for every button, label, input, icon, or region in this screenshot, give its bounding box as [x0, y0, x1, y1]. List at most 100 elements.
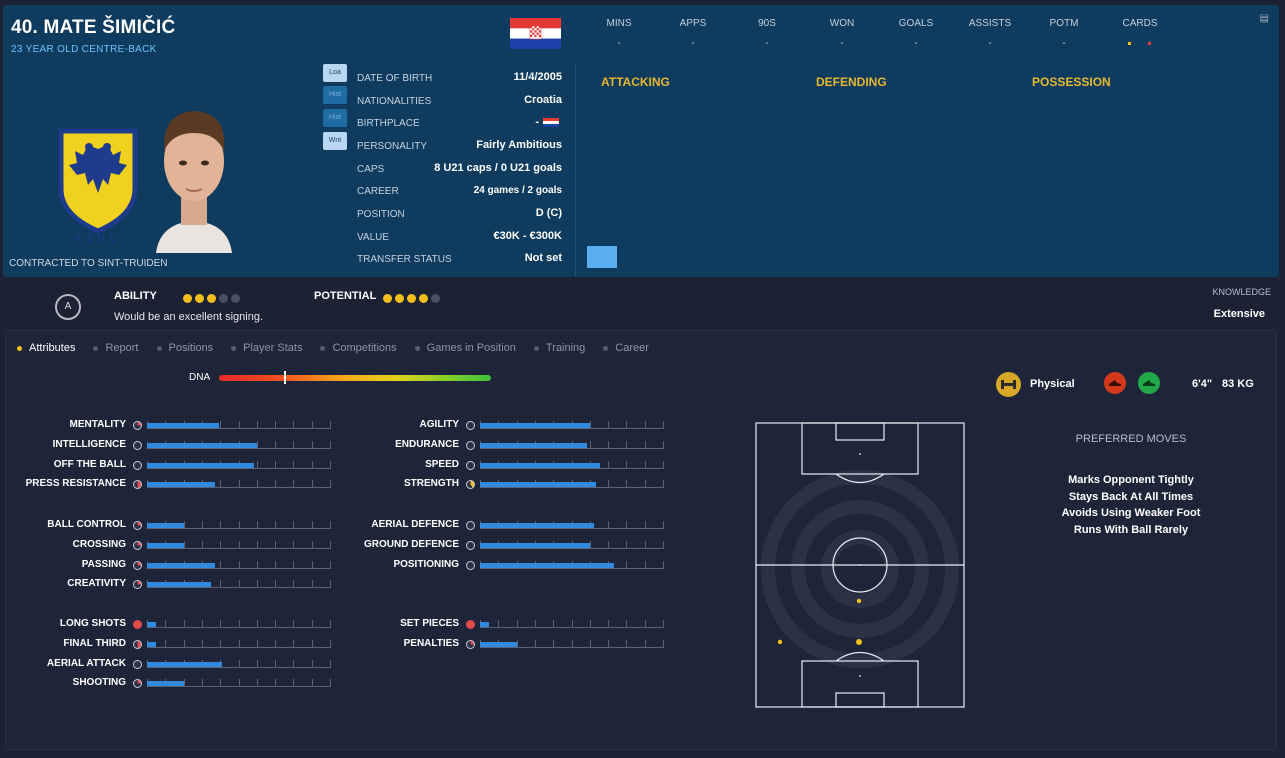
tab-career[interactable]: Career [603, 342, 649, 354]
attribute-bar-fill [147, 542, 184, 548]
attribute-row[interactable]: PENALTIES [339, 638, 669, 652]
position-pitch[interactable] [748, 419, 972, 711]
attribute-bar [480, 639, 664, 648]
knowledge-label: KNOWLEDGE [1212, 287, 1271, 297]
attributes-panel: Attributes Report Positions Player Stats… [5, 330, 1277, 750]
attribute-name: STRENGTH [404, 478, 459, 490]
attribute-row[interactable]: LONG SHOTS [6, 618, 336, 632]
preferred-move-item: Runs With Ball Rarely [1073, 524, 1189, 536]
attribute-bar-fill [480, 442, 587, 448]
attribute-row[interactable]: CREATIVITY [6, 578, 336, 592]
attribute-name: ENDURANCE [395, 438, 459, 450]
stat-head-goals: GOALS [898, 18, 934, 29]
contract-info[interactable]: CONTRACTED TO SINT-TRUIDEN [9, 258, 168, 269]
want-button[interactable]: Wnt [323, 132, 347, 150]
attribute-bar [147, 421, 331, 429]
nationalities-value[interactable]: Croatia [524, 94, 562, 106]
tab-games-in-position[interactable]: Games in Position [414, 342, 516, 354]
attribute-bar [480, 480, 664, 489]
transfer-status-value: Not set [524, 252, 562, 264]
stat-head-apps: APPS [679, 18, 707, 29]
attribute-name: INTELLIGENCE [52, 438, 126, 450]
nationalities-label: NATIONALITIES [357, 96, 432, 107]
dna-bar[interactable] [219, 375, 491, 381]
attribute-row[interactable]: SHOOTING [6, 677, 336, 691]
attribute-bar [147, 521, 331, 529]
attribute-row[interactable]: PRESS RESISTANCE [6, 478, 336, 492]
attribute-bar-fill [147, 622, 157, 627]
stat-value-assists: - [988, 38, 992, 49]
attribute-bar-fill [147, 562, 216, 568]
attribute-row[interactable]: CROSSING [6, 539, 336, 553]
career-label: CAREER [357, 186, 399, 197]
attribute-row[interactable]: POSITIONING [339, 559, 669, 573]
star-filled-icon [383, 294, 392, 303]
attribute-row[interactable]: FINAL THIRD [6, 638, 336, 652]
attribute-bar [147, 620, 331, 628]
loan-button[interactable]: Loa [323, 64, 347, 82]
tab-attributes[interactable]: Attributes [17, 342, 75, 354]
preferred-moves-title: PREFERRED MOVES [1075, 433, 1187, 445]
attribute-name: AERIAL DEFENCE [371, 519, 459, 530]
attribute-row[interactable]: BALL CONTROL [6, 519, 336, 533]
preferred-move-item: Marks Opponent Tightly [1068, 474, 1194, 486]
dob-label: DATE OF BIRTH [357, 73, 433, 84]
attribute-row[interactable]: INTELLIGENCE [6, 439, 336, 453]
performance-swatch[interactable] [587, 246, 617, 268]
birthplace-value: - [535, 116, 539, 128]
star-filled-icon [419, 294, 428, 303]
attribute-bar [147, 540, 331, 549]
physical-label: Physical [1030, 378, 1075, 390]
attribute-name: BALL CONTROL [47, 519, 126, 530]
tab-competitions[interactable]: Competitions [320, 342, 397, 354]
attribute-name: PRESS RESISTANCE [25, 478, 126, 490]
position-label: POSITION [357, 209, 405, 220]
attribute-row[interactable]: SET PIECES [339, 618, 669, 632]
right-foot-boot-icon [1138, 372, 1160, 394]
club-crest-icon[interactable]: STVV [55, 127, 141, 245]
dna-label: DNA [189, 372, 211, 383]
attribute-row[interactable]: AGILITY [339, 419, 669, 433]
attribute-name: CROSSING [72, 538, 126, 550]
attribute-name: PENALTIES [403, 637, 459, 649]
attribute-pie-icon [133, 679, 142, 689]
attribute-bar [147, 639, 331, 648]
caps-value: 8 U21 caps / 0 U21 goals [434, 162, 562, 174]
history-button-2[interactable]: Hist [323, 109, 347, 127]
attribute-name: SHOOTING [72, 677, 126, 689]
attribute-row[interactable]: GROUND DEFENCE [339, 539, 669, 553]
tab-positions[interactable]: Positions [156, 342, 213, 354]
clipboard-icon[interactable]: ▤ [1259, 13, 1269, 24]
tab-report[interactable]: Report [93, 342, 139, 354]
birthplace-label: BIRTHPLACE [357, 118, 420, 129]
attribute-name: AERIAL ATTACK [46, 657, 126, 669]
attribute-pie-icon [133, 560, 142, 570]
history-button[interactable]: Hist [323, 86, 347, 104]
attribute-row[interactable]: PASSING [6, 559, 336, 573]
attribute-row[interactable]: SPEED [339, 459, 669, 473]
stat-head-mins: MINS [606, 18, 632, 29]
attribute-row[interactable]: MENTALITY [6, 419, 336, 433]
stat-head-90s: 90S [758, 18, 776, 29]
attribute-pie-icon [466, 480, 475, 490]
attribute-pie-icon [133, 620, 142, 629]
attribute-bar-fill [147, 582, 212, 588]
attribute-row[interactable]: AERIAL DEFENCE [339, 519, 669, 533]
attacking-heading: ATTACKING [601, 75, 670, 89]
attribute-pie-icon [133, 580, 142, 590]
stat-head-won: WON [829, 18, 855, 29]
tab-training[interactable]: Training [533, 342, 585, 354]
attribute-row[interactable]: OFF THE BALL [6, 459, 336, 473]
potential-stars [383, 291, 443, 306]
tab-player-stats[interactable]: Player Stats [231, 342, 302, 354]
attribute-bar-fill [480, 641, 517, 647]
scout-grade-badge[interactable]: A [55, 294, 81, 320]
attribute-row[interactable]: ENDURANCE [339, 439, 669, 453]
attribute-row[interactable]: STRENGTH [339, 478, 669, 492]
star-filled-icon [407, 294, 416, 303]
player-subtitle[interactable]: 23 YEAR OLD CENTRE-BACK [11, 44, 157, 55]
knowledge-value: Extensive [1213, 308, 1265, 320]
attribute-bar-fill [480, 622, 490, 627]
attribute-pie-icon [466, 460, 475, 470]
attribute-row[interactable]: AERIAL ATTACK [6, 658, 336, 672]
